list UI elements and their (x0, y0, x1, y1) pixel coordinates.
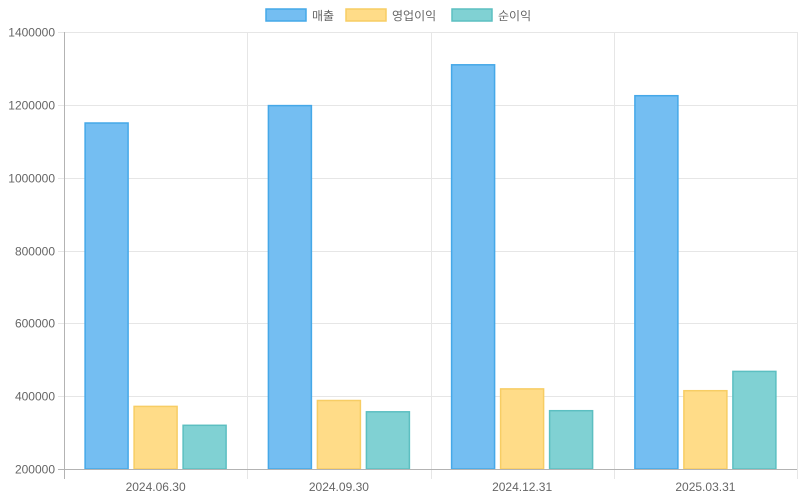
legend-label: 영업이익 (392, 9, 436, 23)
axes: 200000 400000 600000 800000 1000000 1200000 14… (8, 26, 797, 494)
bar-net-profit[interactable] (548, 409, 594, 470)
y-tick-label: 1200000 (8, 99, 55, 113)
bar-net-profit[interactable] (365, 411, 411, 470)
x-tick-label: 2024.09.30 (309, 480, 369, 494)
x-tick-label: 2024.06.30 (126, 480, 186, 494)
bar-operating-profit[interactable] (499, 388, 545, 470)
bar-revenue[interactable] (84, 122, 129, 470)
x-tick-label: 2024.12.31 (492, 480, 552, 494)
bar-operating-profit[interactable] (683, 389, 728, 470)
bars (84, 64, 777, 470)
legend-swatch (345, 8, 387, 22)
bar-operating-profit[interactable] (133, 405, 178, 470)
bar-revenue[interactable] (634, 94, 679, 470)
x-tick-label: 2025.03.31 (675, 480, 735, 494)
y-tick-label: 400000 (15, 390, 55, 404)
bar-revenue[interactable] (267, 104, 313, 470)
legend[interactable]: 매출 영업이익 순이익 (265, 8, 531, 23)
y-tick-label: 1000000 (8, 172, 55, 186)
legend-item[interactable]: 매출 (265, 8, 334, 23)
y-tick-label: 1400000 (8, 26, 55, 40)
bar-operating-profit[interactable] (316, 399, 362, 470)
y-tick-label: 800000 (15, 245, 55, 259)
legend-item[interactable]: 영업이익 (345, 8, 436, 23)
bar-net-profit[interactable] (182, 424, 227, 470)
y-tick-label: 600000 (15, 317, 55, 331)
legend-label: 순이익 (498, 9, 531, 23)
legend-swatch (265, 8, 307, 22)
y-tick-label: 200000 (15, 463, 55, 477)
legend-item[interactable]: 순이익 (451, 8, 531, 23)
legend-label: 매출 (312, 9, 334, 23)
legend-swatch (451, 8, 493, 22)
grid (58, 32, 798, 479)
bar-net-profit[interactable] (732, 370, 777, 470)
bar-revenue[interactable] (450, 64, 496, 470)
